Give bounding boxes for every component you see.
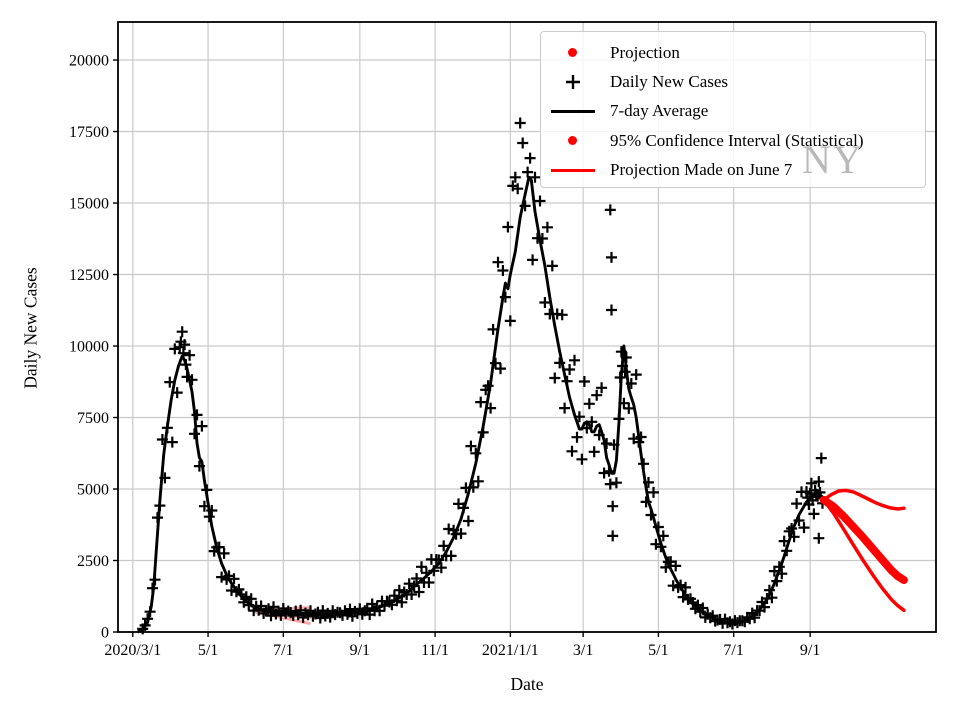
legend-item: Projection <box>549 38 925 67</box>
dot-icon <box>568 48 577 58</box>
x-tick-label: 7/1 <box>273 642 293 659</box>
ci-upper-line <box>821 488 906 511</box>
y-tick-label: 20000 <box>69 53 109 70</box>
line-icon <box>550 168 595 172</box>
x-tick-label: 7/1 <box>723 642 743 659</box>
legend-plus-marker-icon <box>549 73 596 91</box>
y-tick-label: 0 <box>101 625 109 642</box>
legend-item: Daily New Cases <box>549 67 925 96</box>
line-icon <box>550 109 595 113</box>
legend-dot-marker-icon <box>549 136 596 146</box>
legend-label: Daily New Cases <box>610 72 729 92</box>
x-tick-label: 9/1 <box>350 642 370 659</box>
watermark: NY <box>802 137 864 182</box>
y-tick-label: 10000 <box>69 339 109 356</box>
legend-label: 95% Confidence Interval (Statistical) <box>610 130 864 150</box>
x-tick-label: 2020/3/1 <box>104 642 161 659</box>
projection-median-line <box>819 495 908 584</box>
seven-day-average-line <box>137 175 825 634</box>
x-tick-label: 5/1 <box>648 642 668 659</box>
legend-rows: Projection Daily New Cases 7-day Average 95… <box>549 38 925 185</box>
x-axis-title: Date <box>510 674 544 694</box>
legend-item: 7-day Average <box>549 97 925 126</box>
dot-icon <box>568 136 577 146</box>
y-tick-label: 7500 <box>77 410 109 427</box>
y-tick-label: 2500 <box>77 553 109 570</box>
y-tick-label: 15000 <box>69 196 109 213</box>
legend-item: 95% Confidence Interval (Statistical) <box>549 126 925 155</box>
x-tick-label: 5/1 <box>198 642 218 659</box>
plot-border <box>117 21 937 633</box>
y-axis-title: Daily New Cases <box>20 267 41 389</box>
legend-line-marker-icon <box>549 109 596 113</box>
legend-dot-marker-icon <box>549 48 596 58</box>
legend-label: Projection <box>610 42 680 62</box>
legend-box: Projection Daily New Cases 7-day Average 95… <box>540 31 926 188</box>
x-tick-label: 11/1 <box>421 642 449 659</box>
y-tick-label: 12500 <box>69 267 109 284</box>
plus-icon <box>565 75 580 90</box>
daily-new-cases-scatter <box>137 117 828 635</box>
y-tick-label: 5000 <box>77 482 109 499</box>
x-tick-label: 9/1 <box>800 642 820 659</box>
legend-label: 7-day Average <box>610 101 709 121</box>
legend-item: Projection Made on June 7 <box>549 156 925 185</box>
x-tick-label: 2021/1/1 <box>482 642 539 659</box>
legend-line-marker-icon <box>549 168 596 172</box>
ci-lower-line <box>821 498 906 613</box>
y-tick-label: 17500 <box>69 124 109 141</box>
legend-label: Projection Made on June 7 <box>610 160 793 180</box>
x-tick-label: 3/1 <box>573 642 593 659</box>
